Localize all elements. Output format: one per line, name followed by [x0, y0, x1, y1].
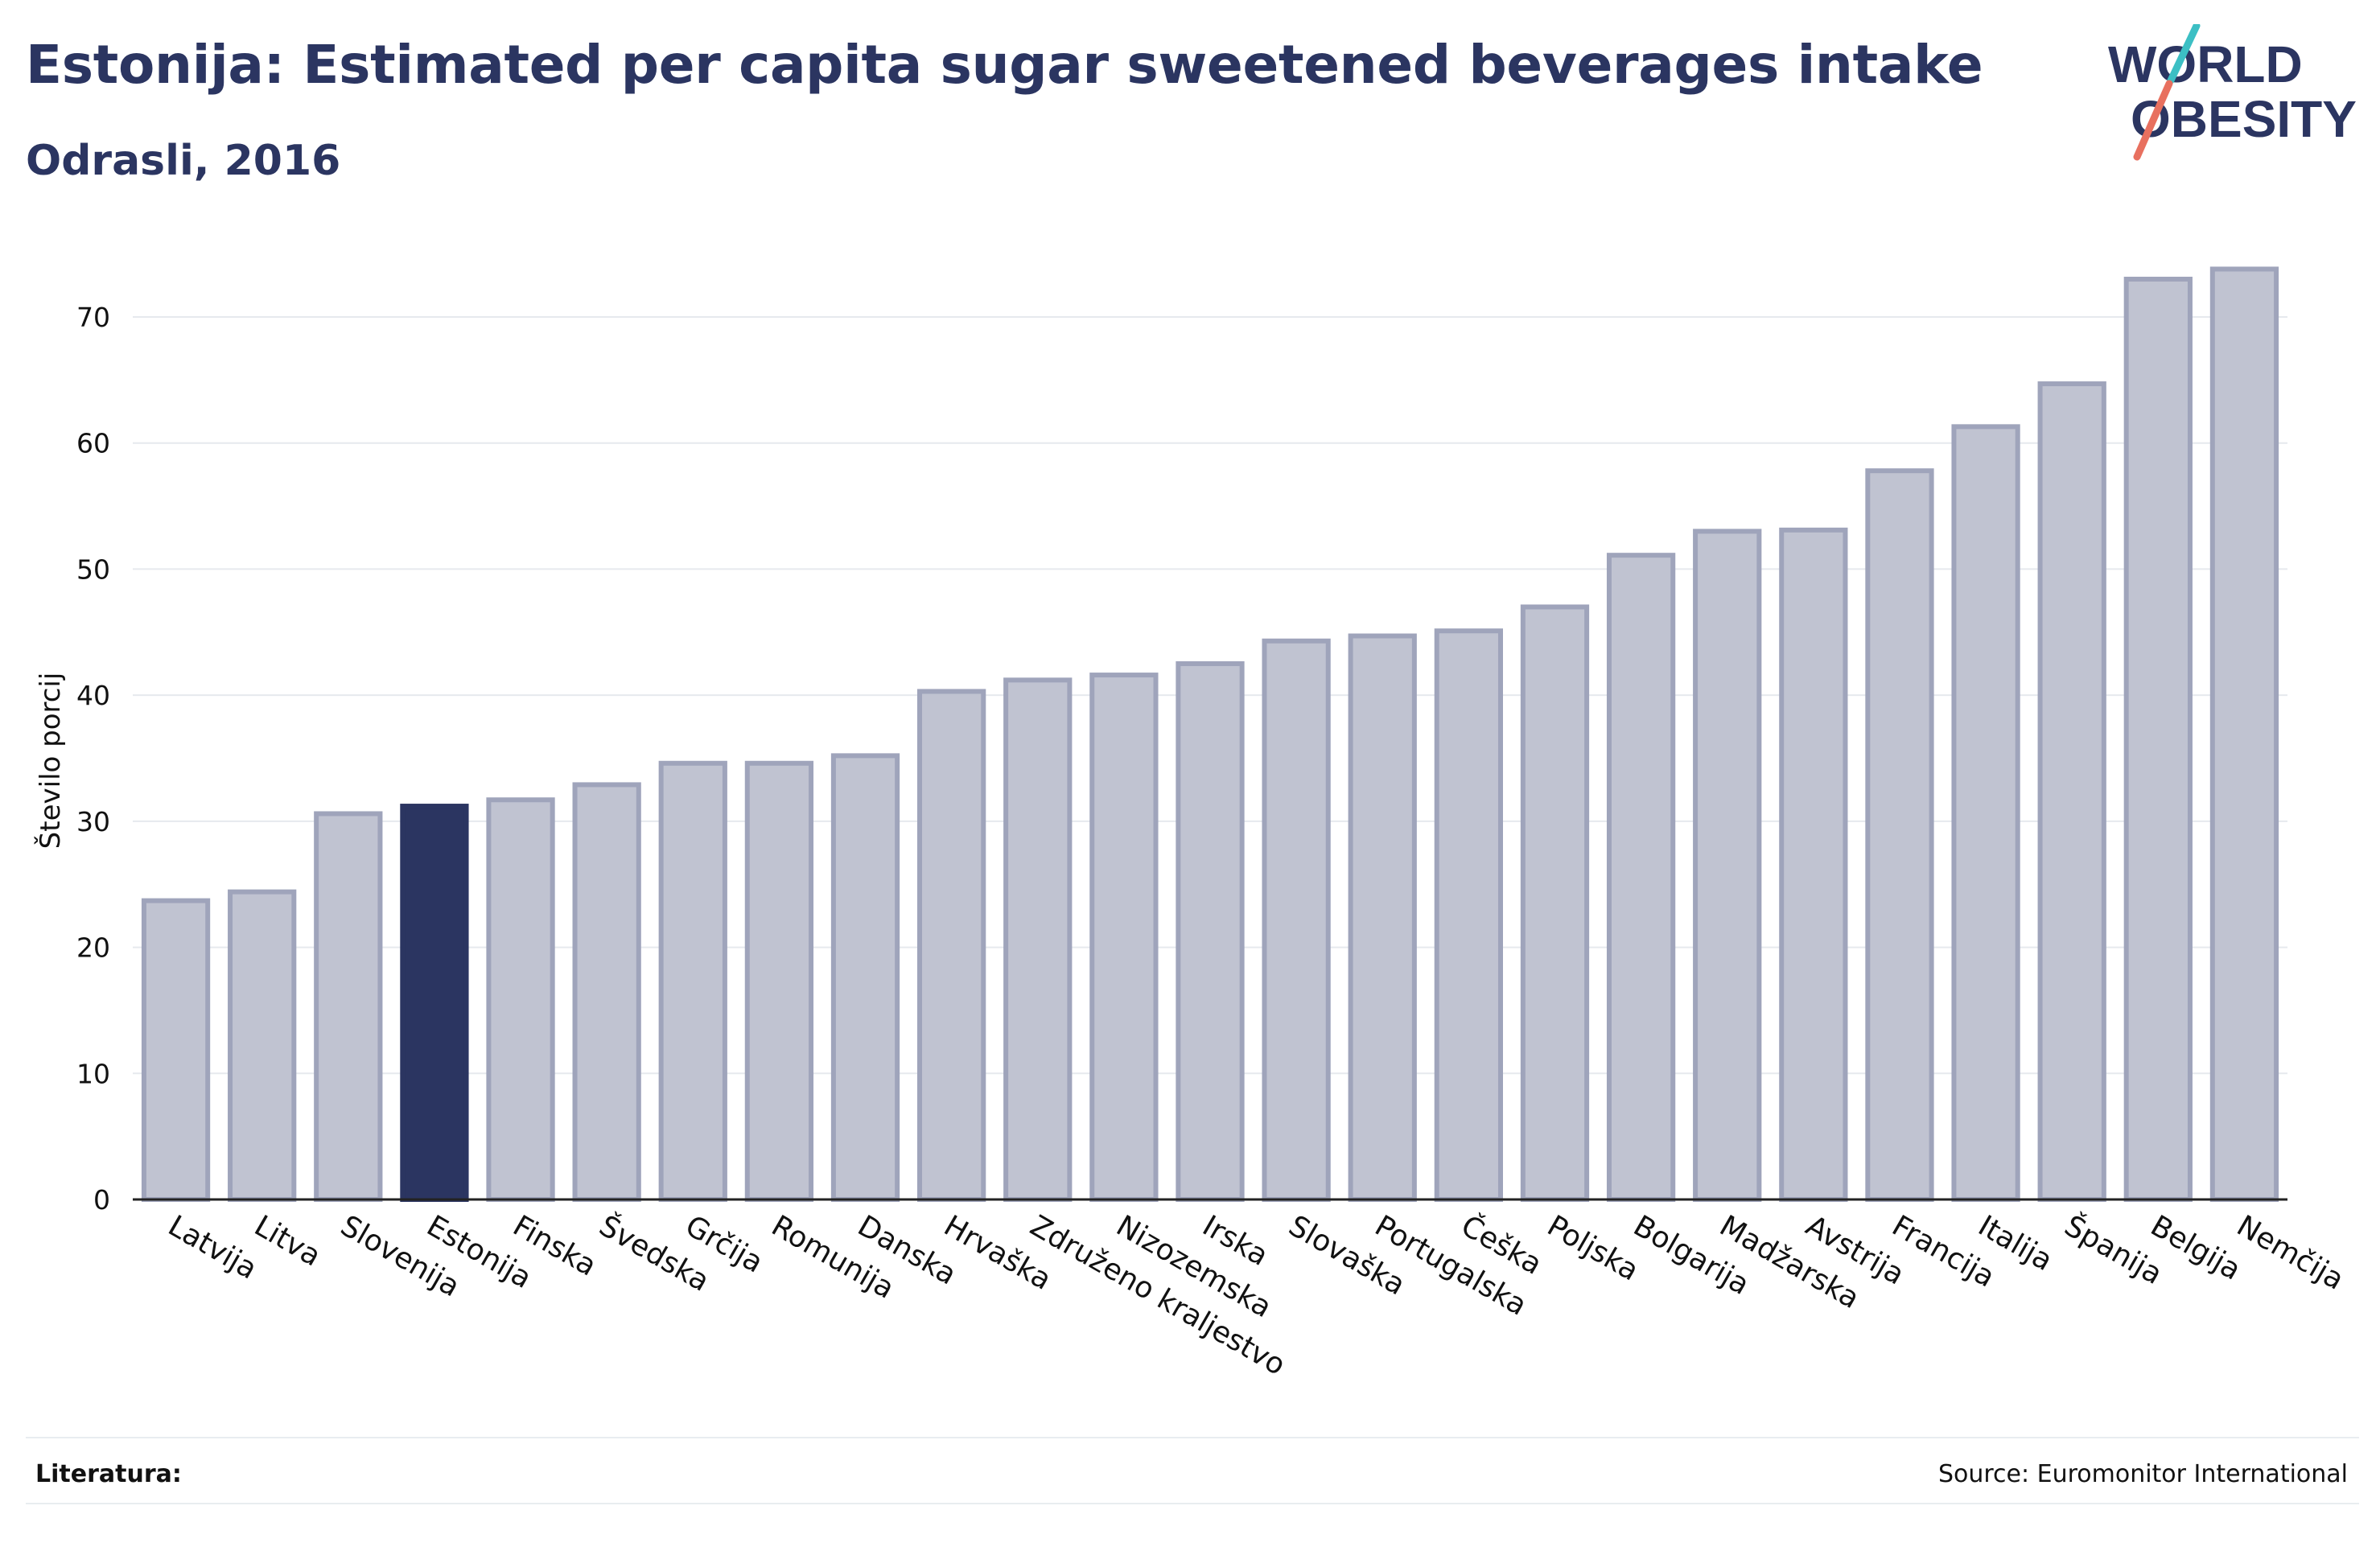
y-tick-label-50: 50: [76, 553, 110, 585]
bar-chart: 0 10 20 30 40 50 60 70 Število porcij LatvijaLitv…: [34, 266, 2349, 1382]
logo-slash-teal: [2167, 24, 2201, 84]
bar-19: [1779, 527, 1848, 1202]
y-tick-label-0: 0: [93, 1184, 110, 1216]
footer-divider-bottom: [26, 1503, 2359, 1504]
bar-18: [1693, 529, 1762, 1202]
x-tick-label-1: Litva: [249, 1209, 326, 1273]
x-tick-label-0: Latvija: [163, 1209, 262, 1286]
bar-23: [2123, 276, 2193, 1202]
bar-24: [2209, 266, 2279, 1202]
footer-source: Source: Euromonitor International: [1937, 1460, 2348, 1488]
logo-text-world: WORLD: [2108, 35, 2303, 93]
bar-4: [486, 797, 555, 1202]
y-axis-label: Število porcij: [34, 673, 67, 850]
x-tick-label-24: Nemčija: [2231, 1209, 2349, 1297]
bar-17: [1606, 553, 1676, 1202]
bar-6: [658, 760, 727, 1202]
bar-22: [2037, 381, 2106, 1202]
footer-literature-label: Literatura:: [35, 1460, 182, 1488]
y-tick-label-60: 60: [76, 428, 110, 459]
bar-16: [1520, 604, 1590, 1202]
bar-10: [1003, 677, 1073, 1202]
chart-subtitle: Odrasli, 2016: [26, 137, 341, 185]
bar-9: [917, 689, 986, 1202]
bar-20: [1865, 468, 1934, 1202]
bar-1: [228, 889, 297, 1203]
bar-21: [1951, 424, 2020, 1202]
logo-text-obesity: OBESITY: [2131, 90, 2357, 148]
x-tick-label-22: Španija: [2059, 1208, 2168, 1291]
y-tick-label-70: 70: [76, 302, 110, 333]
bar-2: [314, 811, 383, 1202]
bar-0: [141, 898, 211, 1203]
bar-7: [744, 760, 814, 1202]
bar-12: [1176, 660, 1245, 1202]
y-tick-label-40: 40: [76, 680, 110, 711]
bar-15: [1434, 628, 1503, 1202]
x-tick-label-16: Poljska: [1542, 1209, 1644, 1287]
logo-slash-coral: [2133, 80, 2173, 161]
y-tick-label-10: 10: [76, 1058, 110, 1089]
bar-8: [830, 753, 900, 1202]
bar-11: [1089, 673, 1159, 1202]
bar-13: [1262, 638, 1331, 1202]
footer-divider-top: [26, 1437, 2359, 1438]
bar-5: [572, 782, 641, 1202]
y-tick-label-30: 30: [76, 806, 110, 837]
y-tick-label-20: 20: [76, 932, 110, 964]
chart-title: Estonija: Estimated per capita sugar swe…: [26, 34, 1983, 96]
bar-14: [1348, 633, 1417, 1202]
bar-3: [400, 804, 469, 1203]
world-obesity-logo: WORLD OBESITY: [2108, 24, 2357, 161]
